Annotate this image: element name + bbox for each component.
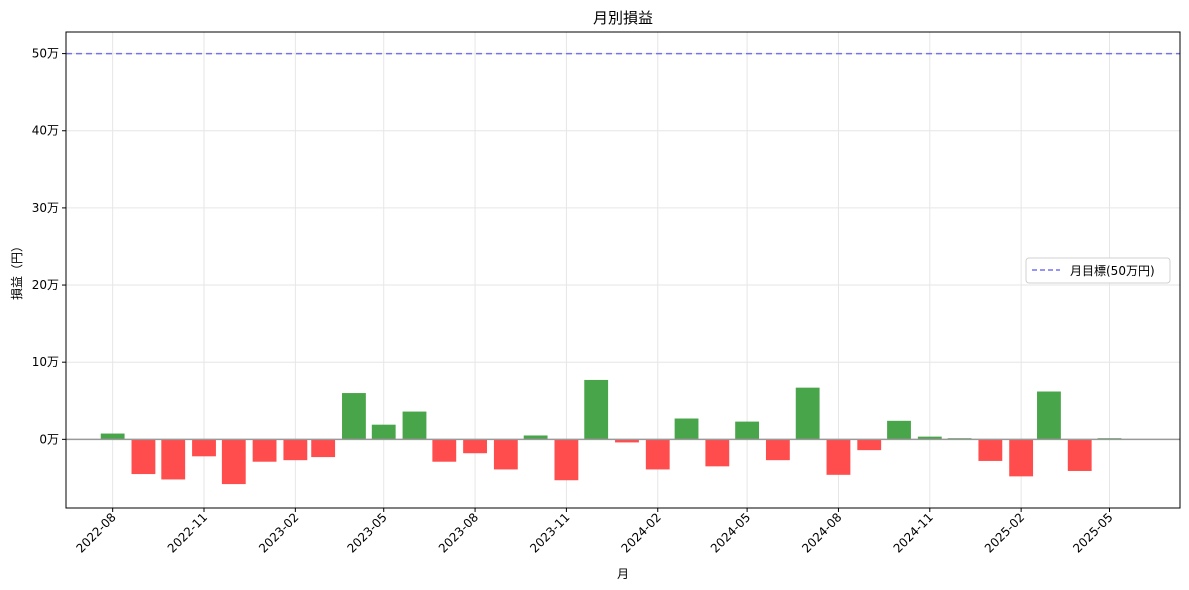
- bar-2023-10: [523, 435, 548, 440]
- y-tick-label: 40万: [32, 124, 59, 138]
- bar-2025-04: [1067, 439, 1092, 471]
- bar-2024-10: [887, 420, 911, 440]
- bar-2023-09: [493, 439, 518, 470]
- bar-2023-01: [252, 439, 277, 462]
- bar-2023-04: [342, 393, 366, 440]
- bar-2024-04: [705, 439, 730, 467]
- legend: 月目標(50万円): [1025, 257, 1171, 284]
- x-axis-label: 月: [617, 567, 629, 581]
- bar-2022-11: [192, 439, 216, 457]
- x-tick-label: 2025-05: [1070, 510, 1115, 555]
- bars: [100, 379, 1122, 485]
- bar-2025-03: [1037, 391, 1061, 440]
- bar-2023-06: [402, 411, 427, 440]
- bar-2023-03: [311, 439, 336, 458]
- x-tick-label: 2023-08: [436, 510, 481, 555]
- reference-lines: [66, 52, 1180, 441]
- bar-2024-06: [765, 439, 790, 461]
- x-tick-label: 2023-05: [344, 510, 389, 555]
- x-tick-label: 2022-11: [165, 510, 210, 555]
- plot-area-frame: [65, 31, 1181, 509]
- y-axis-label: 損益（円）: [9, 240, 24, 300]
- x-tick-label: 2025-02: [982, 510, 1027, 555]
- chart-title: 月別損益: [593, 9, 653, 27]
- bar-2024-09: [857, 439, 882, 451]
- bar-2024-03: [674, 418, 699, 440]
- bar-2025-02: [1009, 439, 1034, 477]
- bar-2022-10: [161, 439, 186, 480]
- bar-2023-02: [283, 439, 308, 461]
- bar-2022-09: [131, 439, 156, 475]
- bar-2022-12: [221, 439, 246, 485]
- bar-2024-05: [735, 421, 760, 440]
- x-tick-label: 2023-11: [527, 510, 572, 555]
- y-tick-label: 30万: [32, 201, 59, 215]
- bar-2024-02: [645, 439, 670, 470]
- x-tick-label: 2022-08: [73, 510, 118, 555]
- x-tick-label: 2024-08: [799, 510, 844, 555]
- y-axis-ticks: 0万 10万 20万 30万 40万 50万: [32, 47, 66, 446]
- y-tick-label: 20万: [32, 278, 59, 292]
- legend-label-target: 月目標(50万円): [1070, 264, 1155, 278]
- y-tick-label: 0万: [39, 432, 59, 446]
- bar-2024-08: [826, 439, 851, 475]
- bar-2024-07: [795, 387, 820, 440]
- x-tick-label: 2023-02: [256, 510, 301, 555]
- legend-box: [1025, 257, 1171, 284]
- bar-2023-11: [554, 439, 579, 481]
- y-tick-label: 10万: [32, 355, 59, 369]
- y-tick-label: 50万: [32, 47, 59, 61]
- x-tick-label: 2024-05: [708, 510, 753, 555]
- bar-2023-12: [584, 379, 609, 440]
- bar-2023-07: [432, 439, 457, 462]
- bar-2023-08: [463, 439, 487, 454]
- bar-2023-05: [371, 424, 396, 440]
- x-tick-label: 2024-02: [619, 510, 664, 555]
- bar-2025-01: [978, 439, 1003, 461]
- bar-2022-08: [100, 433, 125, 440]
- bar-2024-11: [917, 436, 942, 440]
- x-axis-ticks: 2022-08 2022-11 2023-02 2023-05 2023-08 2023-…: [73, 508, 1116, 556]
- grid-lines: [66, 32, 1180, 508]
- x-tick-label: 2024-11: [891, 510, 936, 555]
- bar-2024-01: [615, 439, 639, 443]
